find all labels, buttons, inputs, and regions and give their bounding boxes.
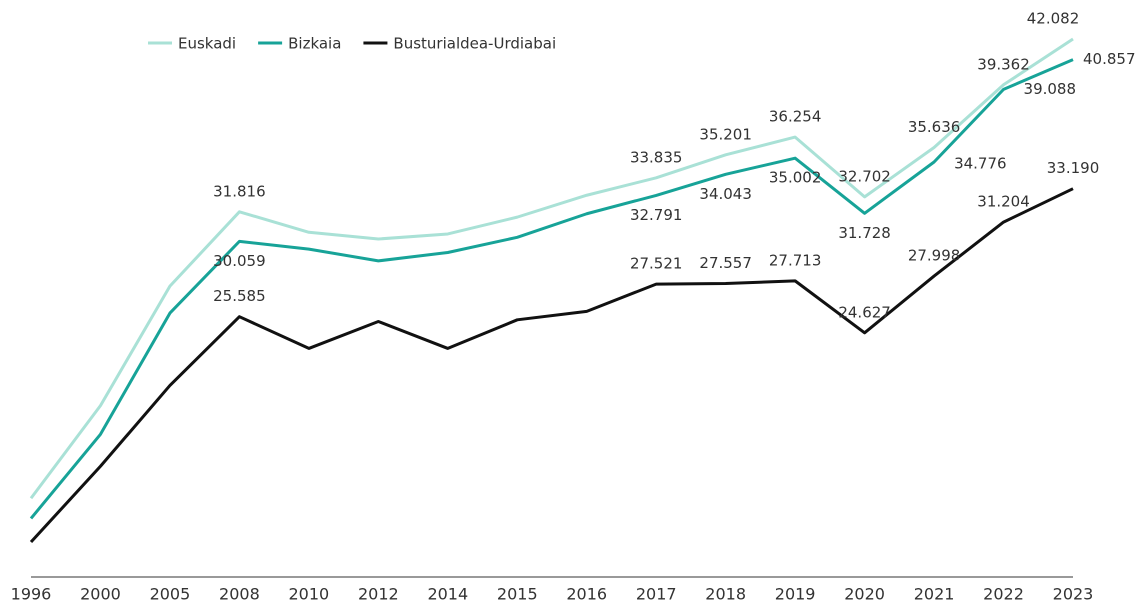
x-tick-label: 2018 (705, 585, 746, 604)
data-label: 30.059 (213, 252, 266, 270)
series-line (29, 58, 1074, 520)
data-label: 35.636 (908, 118, 961, 136)
data-label: 40.857 (1083, 50, 1136, 68)
data-label: 32.702 (838, 167, 891, 185)
x-tick-label: 2015 (497, 585, 538, 604)
x-tick-label: 2010 (289, 585, 330, 604)
x-tick-label: 2005 (150, 585, 191, 604)
x-tick-label: 1996 (11, 585, 52, 604)
data-label: 27.713 (769, 251, 822, 269)
x-tick-label: 2019 (775, 585, 816, 604)
x-tick-label: 2022 (983, 585, 1024, 604)
legend-label: Busturialdea-Urdiabai (393, 35, 556, 53)
x-tick-label: 2012 (358, 585, 399, 604)
data-label: 31.204 (977, 193, 1030, 211)
x-tick-label: 2020 (844, 585, 885, 604)
x-tick-label: 2000 (80, 585, 121, 604)
data-label: 24.627 (838, 303, 891, 321)
x-tick-label: 2014 (427, 585, 468, 604)
data-label: 33.190 (1047, 159, 1100, 177)
data-label: 32.791 (630, 206, 683, 224)
x-tick-label: 2023 (1053, 585, 1094, 604)
data-label: 39.362 (977, 55, 1030, 73)
data-label: 25.585 (213, 287, 266, 305)
data-label: 36.254 (769, 108, 822, 126)
data-label: 27.557 (699, 254, 752, 272)
legend-label: Bizkaia (288, 35, 341, 53)
x-tick-label: 2008 (219, 585, 260, 604)
x-tick-label: 2021 (914, 585, 955, 604)
legend-label: Euskadi (178, 35, 236, 53)
data-label: 33.835 (630, 148, 683, 166)
data-label: 42.082 (1027, 10, 1080, 28)
data-label: 34.043 (699, 185, 752, 203)
data-label: 27.521 (630, 255, 683, 273)
x-tick-label: 2016 (566, 585, 607, 604)
data-label: 31.816 (213, 182, 266, 200)
x-tick-label: 2017 (636, 585, 677, 604)
series-line (29, 37, 1074, 500)
data-label: 31.728 (838, 224, 891, 242)
data-label: 27.998 (908, 247, 961, 265)
data-label: 35.201 (699, 125, 752, 143)
data-label: 34.776 (954, 154, 1007, 172)
series-line (29, 187, 1074, 544)
data-label: 35.002 (769, 169, 822, 187)
data-label: 39.088 (1024, 80, 1077, 98)
